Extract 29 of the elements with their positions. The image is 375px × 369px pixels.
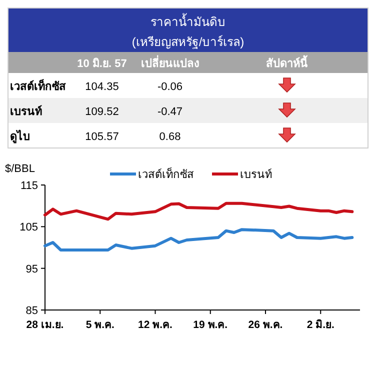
- legend-label: เวสต์เท็กซัส: [138, 167, 194, 181]
- x-tick-label: 19 พ.ค.: [193, 319, 228, 331]
- text: 105.57: [85, 131, 119, 143]
- text: 0.68: [159, 131, 181, 143]
- x-tick-label: 12 พ.ค.: [138, 319, 173, 331]
- y-axis-title: $/BBL: [5, 163, 35, 175]
- line-series: [44, 202, 354, 221]
- text: ราคาน้ำมันดิบ: [150, 13, 226, 29]
- text: ดูไบ: [10, 129, 30, 144]
- text: 109.52: [85, 106, 119, 118]
- text: (เหรียญสหรัฐ/บาร์เรล): [132, 35, 244, 49]
- x-tick-label: 26 พ.ค.: [248, 319, 283, 331]
- line-series: [44, 228, 354, 252]
- x-tick-label: 28 เม.ย.: [26, 319, 64, 331]
- text: สัปดาห์นี้: [266, 55, 308, 70]
- text: เวสต์เท็กซัส: [10, 79, 66, 93]
- text: 10 มิ.ย. 57: [77, 57, 127, 70]
- x-tick-label: 2 มิ.ย.: [306, 319, 334, 331]
- legend-label: เบรนท์: [240, 168, 272, 181]
- text: เบรนท์: [10, 105, 42, 118]
- x-tick-label: 5 พ.ค.: [86, 319, 114, 331]
- y-tick-label: 115: [20, 180, 38, 192]
- text: 104.35: [85, 81, 119, 93]
- text: -0.47: [157, 106, 183, 118]
- text: เปลี่ยนแปลง: [141, 55, 199, 70]
- y-tick-label: 85: [26, 305, 38, 317]
- y-tick-label: 105: [20, 222, 38, 234]
- text: -0.06: [157, 81, 183, 93]
- y-tick-label: 95: [26, 263, 38, 276]
